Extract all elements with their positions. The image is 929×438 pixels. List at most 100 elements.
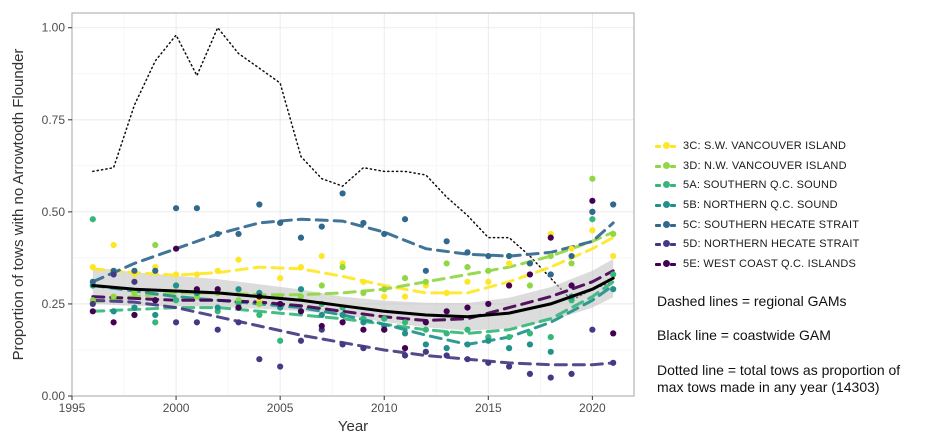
data-point (318, 322, 325, 330)
data-point (235, 256, 242, 263)
data-point (110, 308, 117, 315)
data-point (526, 370, 534, 378)
data-point (193, 319, 200, 326)
data-point (589, 197, 596, 204)
data-point (401, 293, 409, 300)
data-point (318, 223, 325, 230)
data-point (443, 289, 450, 296)
data-point (485, 337, 492, 344)
data-point (589, 326, 596, 333)
chart-area: 1995 2000 2005 2010 2015 2020 0.00 0.25 0.50 0.7… (10, 12, 635, 435)
data-point (318, 311, 325, 319)
x-tick-label: 2010 (371, 401, 398, 415)
data-point (297, 293, 305, 300)
data-point (422, 326, 429, 333)
data-point (443, 352, 450, 359)
data-point (277, 219, 284, 227)
y-axis-ticks: 0.00 0.25 0.50 0.75 1.00 (42, 21, 72, 403)
regional-gam-6 (91, 269, 615, 323)
data-point (318, 252, 325, 260)
data-point (235, 319, 242, 326)
x-tick-label: 2000 (163, 401, 190, 415)
data-point (589, 175, 596, 182)
data-point (152, 267, 159, 274)
y-tick-label: 0.75 (42, 113, 66, 127)
data-point (277, 275, 284, 282)
data-point (297, 337, 305, 344)
data-point (464, 304, 471, 311)
x-tick-label: 1995 (59, 401, 86, 415)
data-point (547, 271, 554, 278)
data-point (464, 264, 471, 271)
data-point (193, 271, 200, 278)
data-point (214, 304, 221, 311)
data-point (214, 267, 221, 274)
data-point (256, 300, 263, 308)
legend-label: 5B: NORTHERN Q.C. SOUND (683, 198, 838, 211)
data-point (506, 252, 513, 260)
legend-label: 5A: SOUTHERN Q.C. SOUND (683, 179, 838, 192)
data-point (381, 326, 388, 333)
data-point (568, 370, 575, 378)
data-point (568, 252, 575, 260)
y-tick-label: 0.50 (42, 205, 66, 219)
data-point (422, 341, 429, 348)
note-dotted: Dotted line = total tows as proportion o… (657, 362, 901, 395)
legend-label: 5D: NORTHERN HECATE STRAIT (683, 238, 860, 251)
data-point (297, 234, 305, 241)
x-axis-ticks: 1995 2000 2005 2010 2015 2020 (59, 396, 606, 415)
data-point (464, 326, 471, 333)
data-point (214, 326, 221, 333)
data-point (464, 356, 471, 363)
legend-item: 5C: SOUTHERN HECATE STRAIT (655, 215, 860, 235)
x-axis-title: Year (338, 418, 368, 435)
data-point (256, 356, 263, 363)
note-black: Black line = coastwide GAM (657, 327, 831, 343)
total-tows-dotted-line (92, 26, 614, 302)
note-dashed: Dashed lines = regional GAMs (657, 293, 847, 309)
data-point (297, 264, 305, 271)
data-point (172, 297, 180, 304)
data-point (401, 330, 409, 337)
data-point (547, 348, 554, 355)
data-point (339, 190, 346, 197)
ci-band (92, 259, 614, 331)
data-point (443, 260, 450, 267)
legend: 3C: S.W. VANCOUVER ISLAND 3D: N.W. VANCOU… (655, 136, 860, 274)
data-point (443, 345, 450, 352)
plot-panel-border (71, 12, 635, 397)
data-point (131, 289, 138, 296)
data-point (339, 264, 346, 271)
data-point (422, 267, 429, 274)
legend-key (655, 140, 677, 152)
data-point (526, 271, 534, 278)
legend-label: 5C: SOUTHERN HECATE STRAIT (683, 218, 860, 231)
data-point (610, 286, 617, 293)
data-point (131, 278, 138, 285)
data-point (131, 304, 138, 311)
data-point (526, 330, 534, 337)
data-point (589, 227, 596, 234)
data-point (110, 319, 117, 326)
legend-key (655, 199, 677, 211)
data-point (89, 216, 96, 223)
data-point (610, 201, 617, 208)
data-point (256, 201, 263, 208)
legend-key (655, 179, 677, 191)
data-point (277, 337, 284, 344)
x-tick-label: 2015 (475, 401, 502, 415)
data-point (360, 278, 367, 285)
coastwide-ci-band (92, 259, 614, 331)
x-tick-label: 2005 (267, 401, 294, 415)
data-point (297, 286, 305, 293)
data-point (443, 308, 450, 315)
data-point (152, 297, 159, 304)
data-point (422, 278, 429, 285)
data-point (339, 319, 346, 326)
data-point (339, 341, 346, 348)
data-point (110, 293, 117, 300)
data-point (422, 319, 429, 326)
legend-key (655, 258, 677, 270)
data-point (172, 271, 180, 278)
data-point (568, 260, 575, 267)
